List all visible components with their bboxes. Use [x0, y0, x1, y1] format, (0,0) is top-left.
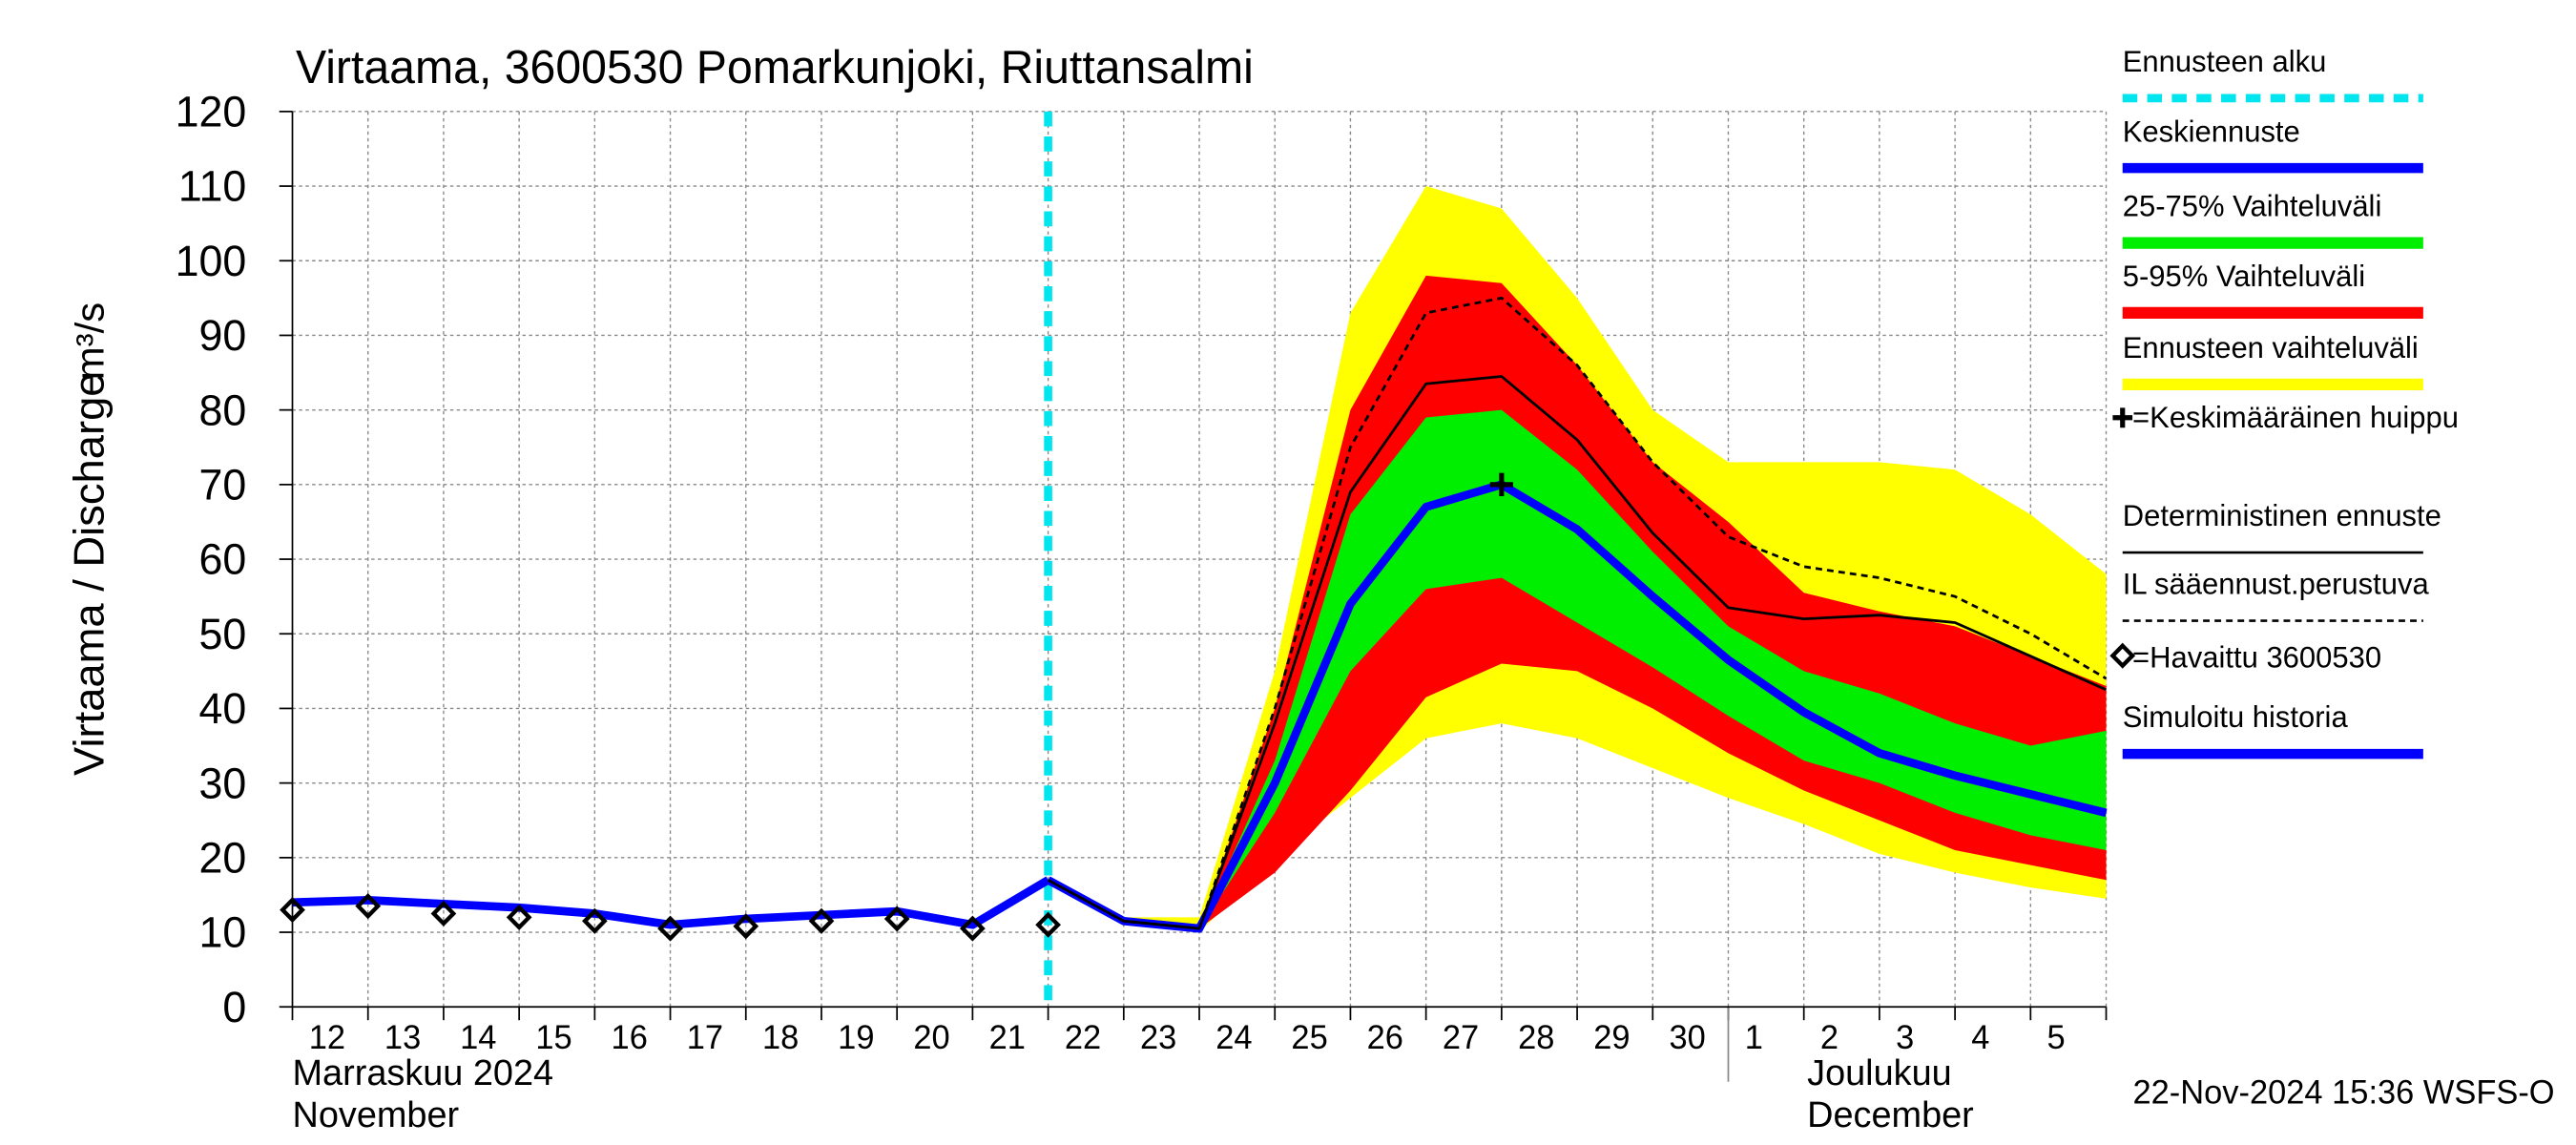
legend-symbol [2109, 642, 2136, 669]
y-tick-label: 100 [176, 237, 247, 285]
legend-item: =Keskimääräinen huippu [2112, 401, 2459, 434]
y-tick-label: 10 [199, 907, 247, 956]
legend-item: 25-75% Vaihteluväli [2122, 190, 2423, 249]
legend-item: Keskiennuste [2122, 114, 2423, 174]
y-tick-label: 20 [199, 833, 247, 882]
observed-marker [733, 913, 759, 940]
observed-marker [883, 906, 910, 932]
il-line [1047, 296, 2108, 930]
y-axis-unit: m³/s [68, 302, 113, 380]
observed-marker [657, 915, 683, 942]
line [292, 876, 1050, 929]
legend-label: Ennusteen alku [2123, 45, 2327, 78]
legend-label: Ennusteen vaihteluväli [2123, 331, 2419, 364]
y-tick-label: 0 [222, 983, 246, 1031]
observed-marker [808, 907, 835, 934]
x-tick-label: 22 [1065, 1020, 1101, 1056]
x-tick-label: 24 [1215, 1020, 1252, 1056]
x-tick-label: 17 [687, 1020, 723, 1056]
x-tick-label: 3 [1896, 1020, 1914, 1056]
legend-item: =Havaittu 3600530 [2109, 640, 2381, 674]
x-tick-label: 29 [1593, 1020, 1630, 1056]
month-label: Marraskuu 2024 [293, 1052, 554, 1093]
legend-item: Ennusteen alku [2122, 45, 2423, 103]
legend-item: Deterministinen ennuste [2122, 499, 2441, 554]
observed-marker [960, 915, 986, 942]
y-tick-label: 50 [199, 610, 247, 658]
legend-label: Simuloitu historia [2123, 700, 2349, 734]
month-label: Joulukuu [1807, 1052, 1952, 1093]
x-tick-label: 1 [1745, 1020, 1763, 1056]
observed-marker [430, 900, 457, 927]
legend-item: Ennusteen vaihteluväli [2122, 331, 2423, 391]
band [1048, 409, 2107, 929]
x-tick-label: 4 [1971, 1020, 1989, 1056]
observed-marker [1035, 911, 1061, 938]
x-tick-label: 15 [535, 1020, 571, 1056]
y-tick-label: 110 [178, 161, 246, 210]
x-tick-label: 30 [1669, 1020, 1705, 1056]
line [1046, 480, 2108, 933]
x-tick-label: 20 [913, 1020, 949, 1056]
y-tick-label: 90 [199, 311, 247, 360]
x-tick-label: 23 [1140, 1020, 1176, 1056]
x-tick-label: 16 [612, 1020, 648, 1056]
x-tick-label: 2 [1820, 1020, 1839, 1056]
x-tick-label: 21 [989, 1020, 1026, 1056]
legend-label: 5-95% Vaihteluväli [2123, 260, 2365, 293]
x-tick-label: 27 [1443, 1020, 1479, 1056]
y-tick-label: 60 [199, 534, 247, 583]
month-label-en: December [1807, 1094, 1974, 1135]
legend-item: 5-95% Vaihteluväli [2122, 260, 2423, 320]
x-tick-label: 26 [1367, 1020, 1403, 1056]
chart-title: Virtaama, 3600530 Pomarkunjoki, Riuttans… [296, 42, 1254, 94]
x-tick-label: 14 [460, 1020, 496, 1056]
observed-marker [581, 907, 608, 934]
x-tick-label: 19 [838, 1020, 874, 1056]
legend-label: =Keskimääräinen huippu [2132, 401, 2459, 434]
y-tick-label: 80 [199, 385, 247, 434]
x-tick-label: 12 [309, 1020, 345, 1056]
y-tick-label: 120 [176, 87, 247, 135]
line [1047, 375, 2108, 930]
legend-label: IL sääennust.perustuva [2123, 567, 2430, 600]
x-tick-label: 25 [1291, 1020, 1327, 1056]
y-axis-label: Virtaama / Discharge [65, 373, 114, 776]
observed-marker [506, 904, 532, 930]
timestamp: 22-Nov-2024 15:36 WSFS-O [2133, 1074, 2555, 1111]
legend-label: 25-75% Vaihteluväli [2123, 190, 2382, 223]
legend-label: Deterministinen ennuste [2123, 499, 2441, 532]
legend-label: Keskiennuste [2123, 114, 2300, 148]
y-tick-label: 40 [199, 684, 247, 733]
x-tick-label: 5 [2047, 1020, 2066, 1056]
legend-item: Simuloitu historia [2122, 700, 2423, 760]
x-tick-label: 18 [762, 1020, 799, 1056]
observed-marker [355, 893, 382, 920]
y-tick-label: 70 [199, 460, 247, 509]
month-label-en: November [293, 1094, 460, 1135]
legend-symbol [2112, 407, 2133, 428]
peak-marker [1489, 472, 1513, 497]
x-tick-label: 13 [384, 1020, 421, 1056]
y-tick-label: 30 [199, 759, 247, 807]
legend-label: =Havaittu 3600530 [2132, 640, 2381, 674]
legend-item: IL sääennust.perustuva [2122, 567, 2430, 622]
x-tick-label: 28 [1518, 1020, 1554, 1056]
